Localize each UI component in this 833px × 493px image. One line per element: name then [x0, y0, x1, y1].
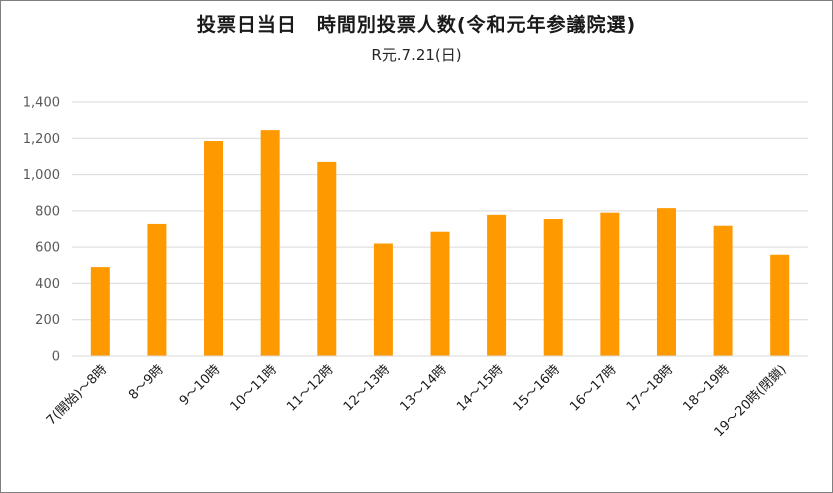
bar: [317, 161, 337, 356]
chart-title: 投票日当日 時間別投票人数(令和元年参議院選): [196, 14, 637, 36]
x-tick-label: 7(開始)～8時: [44, 362, 110, 428]
y-tick-label: 0: [52, 350, 60, 365]
bar: [543, 219, 563, 356]
y-tick-label: 400: [35, 277, 60, 292]
bar: [713, 225, 733, 356]
bar: [770, 254, 790, 356]
bar: [656, 208, 676, 356]
bar: [600, 212, 620, 356]
x-tick-label: 13～14時: [397, 362, 449, 414]
bars: [90, 130, 790, 356]
x-tick-label: 18～19時: [681, 362, 733, 414]
chart-subtitle: R元.7.21(日): [371, 46, 462, 64]
y-axis: 0 200 400 600 800 1,000 1,200 1,400: [23, 96, 60, 365]
bar: [487, 214, 507, 356]
x-tick-label: 11～12時: [284, 362, 336, 414]
x-tick-label: 15～16時: [511, 362, 563, 414]
x-tick-label: 12～13時: [341, 362, 393, 414]
x-tick-label: 16～17時: [567, 362, 619, 414]
y-tick-label: 800: [35, 204, 60, 219]
bar: [373, 243, 393, 356]
x-tick-label: 14～15時: [454, 362, 506, 414]
y-tick-label: 1,000: [23, 168, 60, 183]
x-tick-label: 9～10時: [177, 362, 224, 409]
x-axis: 7(開始)～8時 8～9時 9～10時 10～11時 11～12時 12～13時 13～14…: [44, 355, 808, 440]
bar: [204, 141, 224, 356]
x-tick-label: 17～18時: [624, 362, 676, 414]
bar: [430, 231, 450, 356]
y-tick-label: 1,200: [23, 132, 60, 147]
bar: [147, 223, 167, 356]
x-tick-label: 8～9時: [126, 362, 167, 403]
bar: [260, 130, 280, 356]
x-tick-label: 10～11時: [228, 362, 280, 414]
y-tick-label: 600: [35, 241, 60, 256]
y-tick-label: 200: [35, 313, 60, 328]
y-tick-label: 1,400: [23, 96, 60, 111]
bar: [90, 267, 110, 356]
